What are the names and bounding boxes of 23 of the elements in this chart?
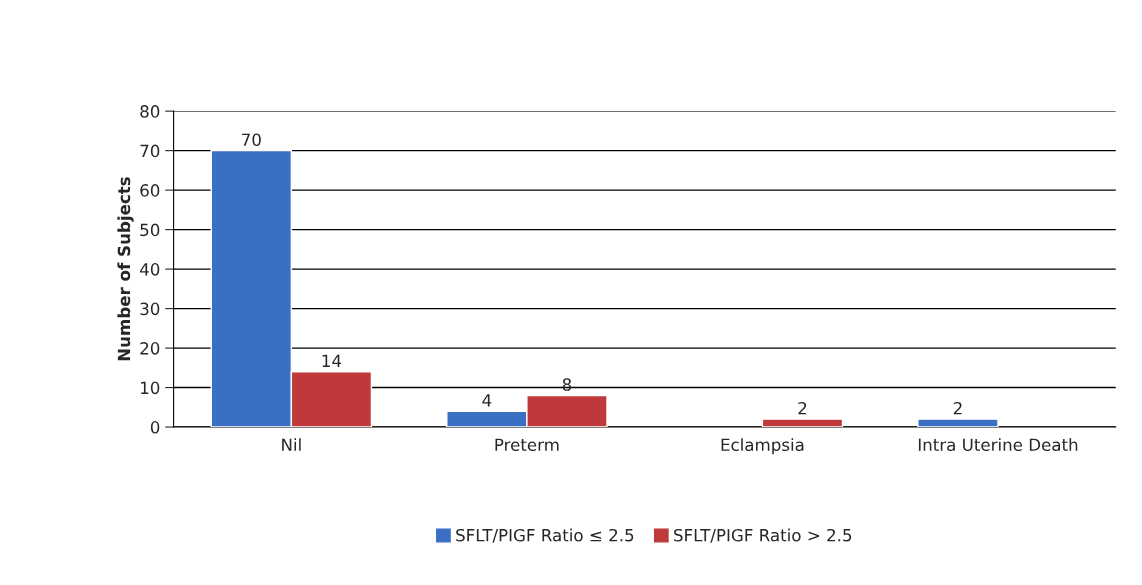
data-label: 14 [322, 354, 342, 367]
legend-label: SFLT/PIGF Ratio > 2.5 [674, 528, 852, 543]
data-label: 4 [482, 394, 492, 407]
y-tick-label: 30 [140, 302, 160, 316]
data-label: 2 [953, 401, 962, 415]
y-tick-label: 80 [140, 105, 160, 118]
y-tick-label: 70 [140, 144, 160, 158]
y-tick-label: 40 [140, 263, 160, 276]
data-label: 70 [242, 133, 261, 147]
y-tick-label: 20 [140, 342, 160, 355]
y-tick-label: 50 [140, 223, 160, 237]
legend-label: SFLT/PIGF Ratio ≤ 2.5 [456, 528, 634, 543]
y-axis-title: Number of Subjects [117, 177, 134, 361]
y-tick-label: 60 [140, 184, 160, 197]
x-tick-label: Nil [282, 438, 301, 451]
x-tick-label: Eclampsia [721, 438, 804, 455]
bar [761, 418, 844, 428]
x-tick-label: Intra Uterine Death [918, 438, 1078, 452]
data-label: 2 [798, 401, 807, 415]
bar [917, 418, 999, 428]
x-tick-label: Preterm [495, 438, 559, 452]
y-tick-label: 10 [141, 381, 160, 395]
y-tick-label: 0 [150, 421, 160, 434]
